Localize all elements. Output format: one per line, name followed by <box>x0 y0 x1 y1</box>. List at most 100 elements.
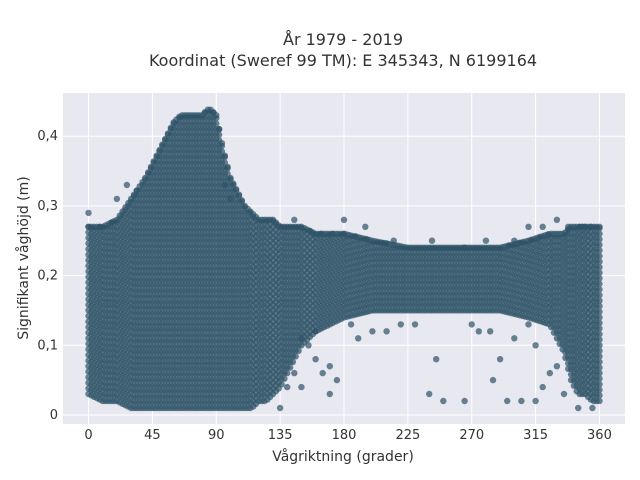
data-point <box>596 358 603 366</box>
data-point <box>291 369 298 377</box>
x-tick-label: 315 <box>523 428 548 443</box>
data-point <box>596 264 603 271</box>
data-point <box>518 397 525 405</box>
data-point <box>440 397 447 405</box>
data-point <box>284 369 291 377</box>
data-point <box>319 369 326 377</box>
data-point <box>227 174 234 182</box>
data-point <box>553 216 561 223</box>
data-point <box>340 216 348 223</box>
data-point <box>221 152 228 159</box>
x-tick-label: 90 <box>208 428 225 443</box>
data-point <box>596 230 603 237</box>
data-point <box>589 404 596 412</box>
data-point <box>596 392 603 399</box>
data-point <box>428 237 436 244</box>
data-point <box>85 209 92 217</box>
data-point <box>596 381 603 388</box>
data-point <box>487 328 494 335</box>
data-point <box>284 383 291 391</box>
y-tick-label: 0,2 <box>37 269 58 284</box>
data-point <box>596 325 603 332</box>
data-point <box>461 244 468 251</box>
data-point <box>525 223 532 230</box>
data-point <box>596 386 603 394</box>
data-point <box>289 358 297 366</box>
y-tick-label: 0,4 <box>37 129 58 144</box>
data-point <box>596 286 603 293</box>
data-point <box>532 397 539 405</box>
data-point <box>397 321 404 328</box>
data-point <box>525 321 532 328</box>
data-point <box>504 397 511 405</box>
data-point <box>596 308 603 315</box>
data-point <box>292 353 299 360</box>
x-axis-ticks: 0 45 90 135 180 225 270 315 360 <box>84 428 611 443</box>
data-point <box>489 376 497 384</box>
data-point <box>596 369 603 377</box>
data-point <box>218 140 226 147</box>
data-point <box>326 363 333 370</box>
data-point <box>468 321 475 328</box>
data-point <box>295 347 302 354</box>
x-tick-label: 45 <box>144 428 161 443</box>
data-point <box>312 328 319 335</box>
data-point <box>333 376 341 384</box>
data-point <box>221 181 228 189</box>
data-point <box>286 364 294 371</box>
chart-title-line-2: Koordinat (Sweref 99 TM): E 345343, N 61… <box>149 51 537 70</box>
x-tick-label: 225 <box>395 428 420 443</box>
data-point <box>113 195 121 203</box>
data-point <box>596 303 603 310</box>
data-point <box>433 356 440 363</box>
data-point <box>355 335 362 342</box>
y-axis-label: Signifikant våghöjd (m) <box>15 176 32 339</box>
data-point <box>369 328 376 335</box>
data-point <box>596 280 603 288</box>
data-point <box>596 297 603 304</box>
data-point <box>596 252 603 260</box>
data-points <box>85 106 603 412</box>
data-point <box>596 375 603 382</box>
data-point <box>596 275 603 282</box>
data-point <box>411 321 419 328</box>
data-point <box>596 342 603 349</box>
data-point <box>298 383 305 391</box>
data-point <box>326 390 333 398</box>
data-point <box>235 191 243 198</box>
data-point <box>596 364 603 371</box>
data-point <box>560 390 568 398</box>
data-point <box>390 237 397 244</box>
data-point <box>539 223 546 230</box>
x-tick-label: 360 <box>587 428 612 443</box>
data-point <box>546 369 553 377</box>
data-point <box>362 223 369 230</box>
x-tick-label: 0 <box>84 428 92 443</box>
data-point <box>496 356 504 363</box>
data-point <box>511 237 518 244</box>
data-point <box>553 363 561 370</box>
data-point <box>312 356 319 363</box>
data-point <box>596 291 603 299</box>
data-point <box>123 181 131 189</box>
data-point <box>305 342 312 349</box>
data-point <box>482 237 490 244</box>
data-point <box>227 195 234 203</box>
data-point <box>291 216 298 223</box>
data-point <box>461 397 468 405</box>
data-point <box>281 375 288 382</box>
data-point <box>596 236 603 243</box>
data-point <box>224 163 231 171</box>
data-point <box>596 241 603 249</box>
data-point <box>596 319 603 327</box>
data-point <box>215 126 223 133</box>
data-point <box>596 258 603 265</box>
data-point <box>278 381 285 388</box>
data-point <box>596 330 603 338</box>
data-point <box>298 335 305 342</box>
y-tick-label: 0,1 <box>37 338 58 353</box>
data-point <box>347 321 355 328</box>
y-tick-label: 0 <box>50 408 58 423</box>
